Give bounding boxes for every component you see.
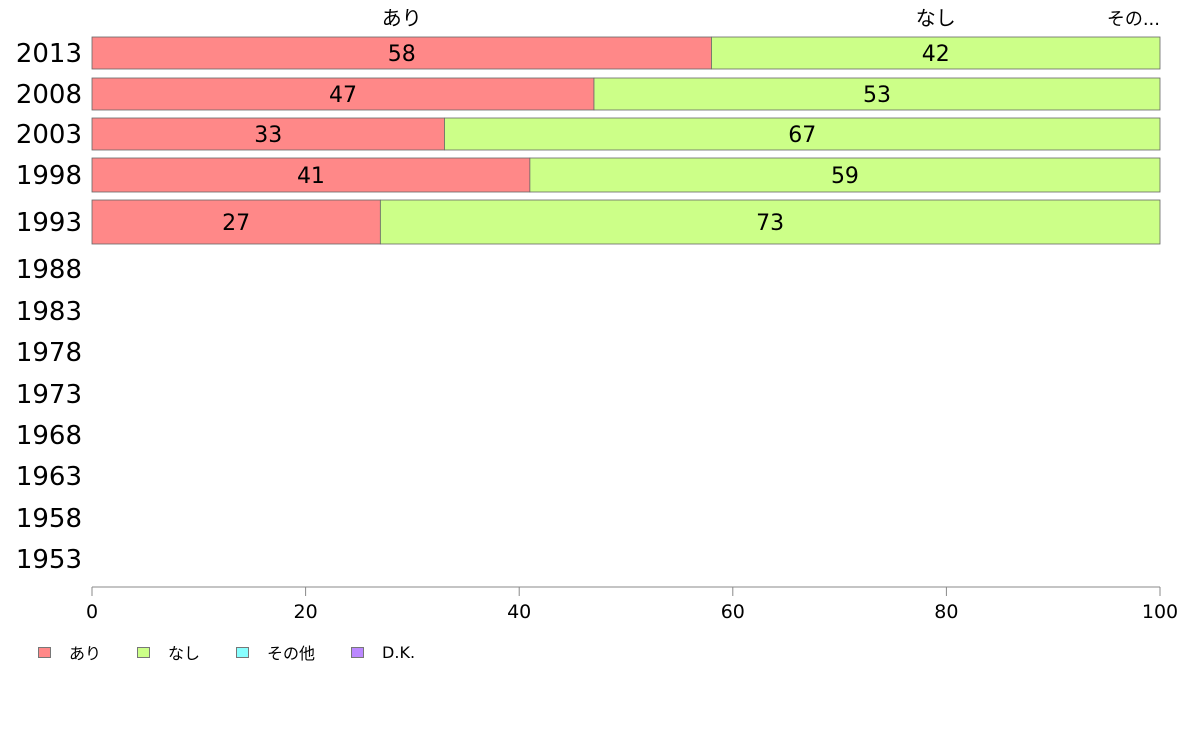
year-label: 1958 xyxy=(16,504,82,534)
year-label: 1968 xyxy=(16,421,82,451)
year-label: 2013 xyxy=(16,39,82,69)
x-tick-label: 80 xyxy=(934,601,958,623)
legend-item-dk: D.K. xyxy=(351,643,415,662)
bar-value-label: 42 xyxy=(922,42,950,67)
year-label: 1993 xyxy=(16,208,82,238)
legend-label-nashi: なし xyxy=(168,644,201,663)
bar-segment xyxy=(593,77,1161,111)
legend-label-ari: あり xyxy=(69,644,102,663)
year-label: 1953 xyxy=(16,545,82,575)
year-label: 2003 xyxy=(16,120,82,150)
top-label-sonota: その... xyxy=(1107,9,1160,30)
bar-value-label: 41 xyxy=(297,164,325,189)
legend-label-sonota: その他 xyxy=(267,644,316,663)
bar-segment xyxy=(91,77,595,111)
x-tick-label: 100 xyxy=(1142,601,1178,623)
bar-segment xyxy=(91,117,445,151)
bar-segment xyxy=(444,117,1161,151)
legend: あり なし その他 D.K. xyxy=(38,640,451,664)
bar-value-label: 33 xyxy=(254,123,282,148)
year-label: 1973 xyxy=(16,380,82,410)
legend-swatch-sonota xyxy=(236,646,250,658)
bar-segment xyxy=(379,199,1161,245)
bar-segment xyxy=(91,157,531,193)
legend-swatch-nashi xyxy=(137,646,151,658)
year-label: 1988 xyxy=(16,255,82,285)
bar-value-label: 67 xyxy=(788,123,816,148)
legend-item-sonota: その他 xyxy=(236,640,315,664)
x-tick-label: 0 xyxy=(86,601,98,623)
legend-swatch-ari xyxy=(38,646,51,658)
top-label-ari: あり xyxy=(382,6,422,30)
bar-value-label: 73 xyxy=(756,211,784,236)
legend-label-dk: D.K. xyxy=(382,642,416,662)
year-label: 1978 xyxy=(16,338,82,368)
legend-item-ari: あり xyxy=(38,640,101,664)
x-tick-label: 60 xyxy=(721,601,745,623)
bar-segment xyxy=(529,157,1161,193)
legend-item-nashi: なし xyxy=(137,640,200,664)
bar-value-label: 58 xyxy=(388,42,416,67)
bar-segment xyxy=(91,36,712,70)
x-tick-label: 40 xyxy=(507,601,531,623)
bar-segment xyxy=(711,36,1161,70)
x-tick-label: 20 xyxy=(294,601,318,623)
bar-segment xyxy=(91,199,381,245)
year-label: 1963 xyxy=(16,462,82,492)
bar-value-label: 59 xyxy=(831,164,859,189)
year-label: 2008 xyxy=(16,80,82,110)
bar-value-label: 53 xyxy=(863,83,891,108)
bar-value-label: 27 xyxy=(222,211,250,236)
year-label: 1998 xyxy=(16,161,82,191)
year-label: 1983 xyxy=(16,297,82,327)
top-label-nashi: なし xyxy=(916,6,956,30)
bar-value-label: 47 xyxy=(329,83,357,108)
legend-swatch-dk xyxy=(351,646,365,658)
